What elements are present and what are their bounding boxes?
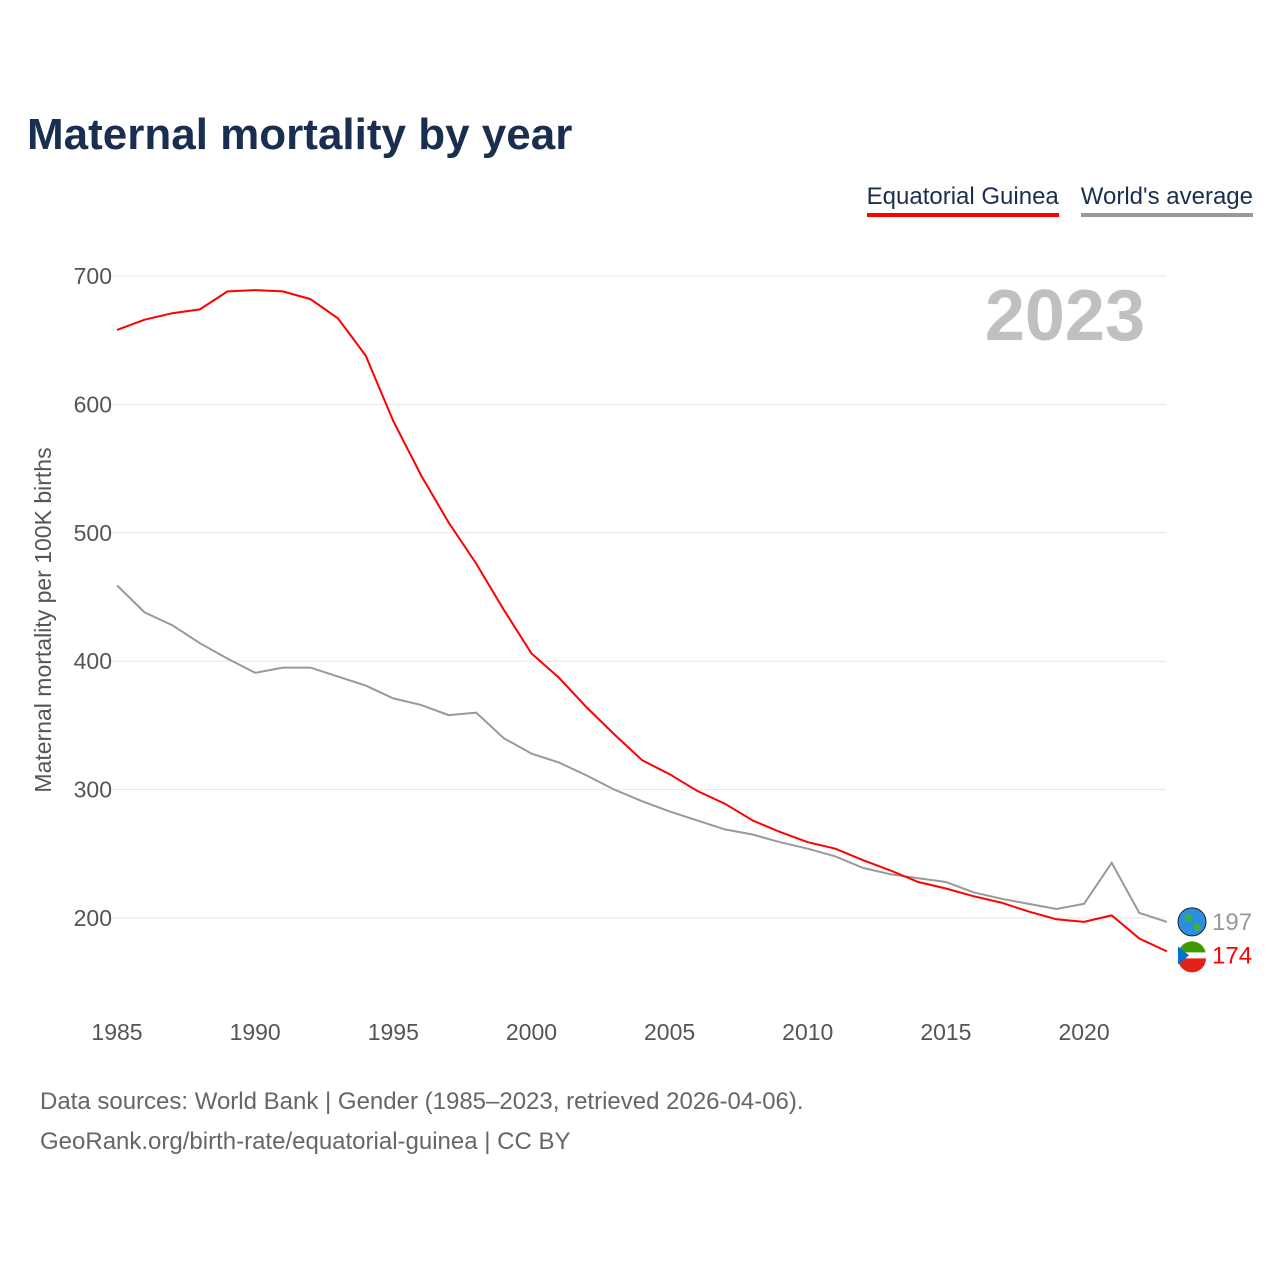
globe-land (1184, 914, 1201, 931)
globe-icon (1177, 907, 1207, 937)
end-label-world: 197 (1212, 909, 1252, 936)
x-tick-label: 2005 (644, 1019, 695, 1045)
series-line-world (116, 584, 1168, 923)
equatorial-guinea-flag-icon (1178, 941, 1206, 973)
chart-title: Maternal mortality by year (27, 110, 573, 159)
y-tick-label: 700 (74, 263, 112, 289)
legend-world-average[interactable]: World's average (1080, 183, 1253, 217)
legend: Equatorial Guinea World's average (866, 183, 1253, 217)
y-tick-label: 400 (74, 648, 112, 674)
year-watermark: 2023 (985, 276, 1145, 356)
y-tick-label: 600 (74, 391, 112, 417)
y-tick-label: 500 (74, 520, 112, 546)
x-tick-label: 2010 (782, 1019, 833, 1045)
y-tick-label: 300 (74, 777, 112, 803)
y-axis-label: Maternal mortality per 100K births (30, 447, 56, 792)
x-tick-label: 2000 (506, 1019, 557, 1045)
end-label-equatorial-guinea: 174 (1212, 942, 1252, 969)
series-line-equatorial-guinea (116, 289, 1168, 953)
x-tick-label: 2020 (1058, 1019, 1109, 1045)
y-tick-label: 200 (74, 905, 112, 931)
x-tick-label: 1995 (368, 1019, 419, 1045)
x-tick-label: 1990 (230, 1019, 281, 1045)
x-tick-label: 2015 (920, 1019, 971, 1045)
x-tick-label: 1985 (91, 1019, 142, 1045)
legend-equatorial-guinea[interactable]: Equatorial Guinea (866, 183, 1059, 217)
footer-credit: GeoRank.org/birth-rate/equatorial-guinea… (40, 1128, 571, 1155)
footer-sources: Data sources: World Bank | Gender (1985–… (40, 1088, 804, 1115)
